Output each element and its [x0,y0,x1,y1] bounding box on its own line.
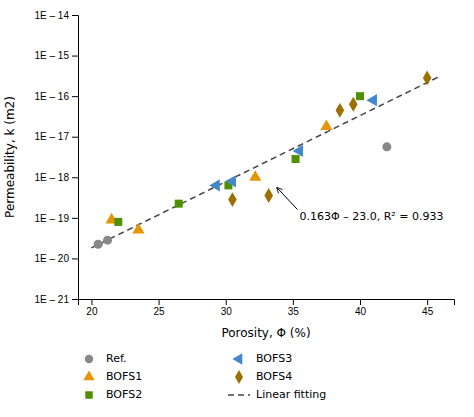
point [336,103,345,118]
y-tick-mark [72,299,78,300]
point [209,179,220,191]
point [225,175,236,187]
annotation-arrow [277,187,298,209]
y-tick: 1E – 16 [35,91,78,102]
x-tick-label: 40 [355,306,367,317]
legend-label: BOFS1 [106,370,142,383]
x-tick-label: 35 [288,306,300,317]
point [103,236,112,245]
x-tick-label: 45 [422,306,434,317]
point [423,70,432,85]
y-tick: 1E – 17 [35,131,78,142]
legend-item: Linear fitting [228,388,326,401]
legend-swatch [85,391,92,398]
series-points [94,142,392,248]
legend-item: BOFS2 [85,388,142,401]
y-tick: 1E – 14 [35,10,78,21]
point [356,92,364,100]
y-axis-line [72,16,79,300]
legend-swatch [83,370,94,380]
legend-swatch [85,355,93,363]
legend-label: BOFS4 [256,370,292,383]
y-tick-label: 1E – 20 [35,253,70,264]
point [249,170,261,181]
x-axis-title: Porosity, Φ (%) [221,326,310,340]
legend-label: Linear fitting [256,388,326,401]
y-tick-label: 1E – 18 [35,172,70,183]
legend-swatch [232,353,242,364]
x-tick: 40 [355,299,367,317]
chart: 20 25 30 35 40 45 1E – 21 1E – 20 1E – 19 1E – 18… [0,0,474,417]
point [175,200,183,208]
x-tick: 20 [86,299,98,317]
y-tick-label: 1E – 14 [35,10,70,21]
y-tick-label: 1E – 15 [35,50,70,61]
x-tick-mark [159,299,160,305]
y-tick-mark [72,56,78,57]
annotation: 0.163Φ – 23.0, R² = 0.933 [300,210,444,223]
x-tick-mark [226,299,227,305]
y-tick: 1E – 21 [35,294,78,305]
legend-item: BOFS3 [232,352,292,365]
legend-item: Ref. [85,352,127,365]
x-tick-mark [91,299,92,305]
y-tick-label: 1E – 16 [35,91,70,102]
x-axis-line [79,300,455,306]
series-points [114,92,364,226]
y-tick-mark [72,137,78,138]
legend-item: BOFS4 [235,370,292,384]
legend-label: BOFS2 [106,388,142,401]
x-tick-label: 30 [221,306,233,317]
y-axis: 1E – 21 1E – 20 1E – 19 1E – 18 1E – 17 1E – … [35,10,79,305]
point [264,188,273,203]
point [132,223,144,234]
legend-label: Ref. [106,352,127,365]
point [382,142,391,151]
point [114,218,122,226]
y-tick-label: 1E – 21 [35,294,70,305]
x-tick-label: 20 [86,306,98,317]
legend-label: BOFS3 [256,352,292,365]
y-tick: 1E – 20 [35,253,78,264]
x-tick-mark [427,299,428,305]
x-axis: 20 25 30 35 40 45 [79,299,455,317]
series-points [105,120,332,234]
legend: Ref. BOFS1 BOFS2 BOFS3 BOFS4 Linear fitting [83,352,326,401]
y-tick: 1E – 18 [35,172,78,183]
x-tick: 25 [154,299,166,317]
legend-swatch [228,394,250,396]
plot: 20 25 30 35 40 45 1E – 21 1E – 20 1E – 19 1E – 18… [3,10,455,401]
point [349,97,358,112]
y-tick: 1E – 19 [35,213,78,224]
x-tick-label: 25 [154,306,166,317]
x-tick: 35 [288,299,300,317]
legend-swatch [235,370,243,384]
x-tick-mark [293,299,294,305]
y-axis-title: Permeability, k (m2) [3,96,17,218]
y-tick-label: 1E – 19 [35,213,70,224]
x-tick: 45 [422,299,434,317]
series-points [209,94,377,191]
point [228,192,237,207]
y-tick: 1E – 15 [35,50,78,61]
y-tick-mark [72,15,78,16]
x-tick-mark [360,299,361,305]
series-points [228,70,431,207]
y-tick-mark [72,218,78,219]
point [292,155,300,163]
point [94,240,103,249]
y-tick-mark [72,258,78,259]
x-tick: 30 [221,299,233,317]
y-tick-label: 1E – 17 [35,131,70,142]
y-tick-mark [72,96,78,97]
point [293,145,304,157]
y-tick-mark [72,177,78,178]
legend-item: BOFS1 [83,370,142,383]
point [366,94,377,106]
point [320,120,332,131]
